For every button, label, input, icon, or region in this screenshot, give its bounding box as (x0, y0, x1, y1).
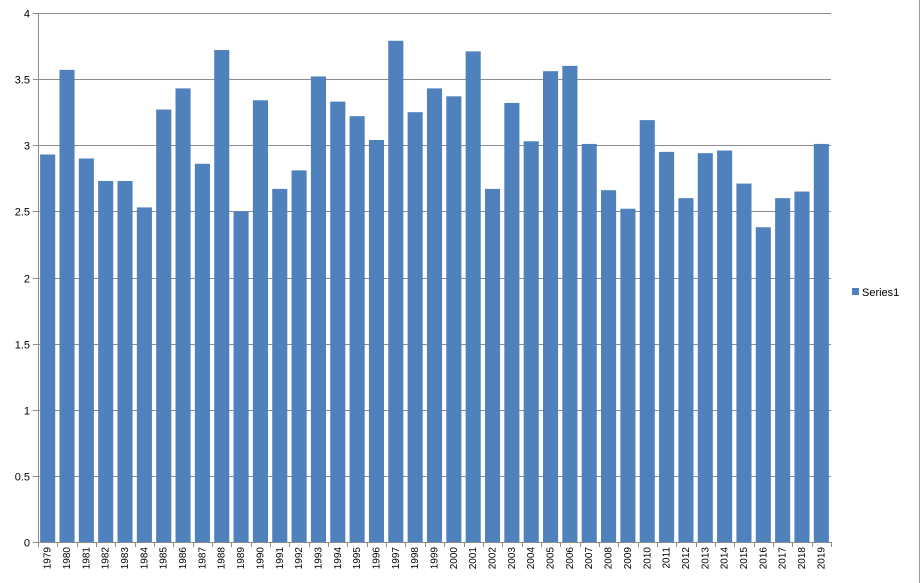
bar (794, 191, 810, 542)
bar (310, 76, 326, 542)
x-tick-label: 2010 (642, 547, 653, 570)
x-tick-label: 2016 (758, 547, 769, 570)
bar (117, 180, 133, 542)
y-tick-label: 2 (24, 274, 30, 286)
x-tick-label: 2011 (662, 547, 673, 569)
x-tick-label: 2000 (449, 547, 460, 570)
bar (330, 101, 346, 543)
x-tick-label: 1993 (313, 547, 324, 570)
x-tick-label: 2002 (488, 547, 499, 570)
x-tick-label: 1999 (430, 547, 441, 570)
x-tick-label: 2005 (546, 547, 557, 570)
bar (407, 112, 423, 542)
x-tick-label: 1985 (159, 547, 170, 570)
y-tick-label: 3.5 (15, 75, 30, 87)
x-tick-label: 1997 (391, 547, 402, 570)
bar (446, 96, 462, 542)
bar (252, 100, 268, 542)
bar (40, 154, 56, 542)
bar (291, 170, 307, 542)
bar (620, 208, 636, 543)
bar (601, 190, 617, 542)
x-tick-label: 2003 (507, 547, 518, 570)
bar (813, 143, 829, 543)
bar (755, 227, 771, 542)
x-tick-label: 1982 (101, 547, 112, 570)
bar (465, 51, 481, 542)
legend-label: Series1 (862, 287, 899, 299)
bar (175, 88, 191, 542)
y-tick-label: 1.5 (15, 340, 30, 352)
x-tick-label: 1983 (120, 547, 131, 570)
bar (78, 158, 94, 542)
x-tick-label: 2019 (816, 547, 827, 570)
bar (736, 183, 752, 543)
x-tick-label: 2014 (720, 547, 731, 570)
x-tick-label: 2018 (797, 547, 808, 570)
bar (233, 211, 249, 542)
x-tick-label: 1994 (333, 547, 344, 570)
bar (484, 188, 501, 542)
y-tick-label: 4 (24, 9, 30, 21)
bar (59, 69, 75, 543)
y-tick-label: 2.5 (15, 207, 30, 219)
x-tick-label: 2017 (778, 547, 789, 570)
bar (717, 150, 733, 543)
x-tick-label: 1992 (294, 547, 305, 570)
x-tick-label: 1991 (275, 547, 286, 570)
bar (98, 180, 114, 542)
bar (349, 116, 365, 542)
y-tick-label: 3 (24, 141, 30, 153)
x-tick-label: 1995 (352, 547, 363, 570)
bar (775, 198, 791, 542)
x-tick-label: 1998 (410, 547, 421, 570)
legend: Series1 (852, 287, 899, 299)
x-tick-label: 2007 (584, 547, 595, 570)
bar (156, 109, 172, 542)
x-tick-label: 1984 (139, 547, 150, 570)
x-tick-label: 1986 (178, 547, 189, 570)
bar (639, 120, 655, 542)
x-tick-label: 2013 (700, 547, 711, 570)
bar (388, 40, 404, 543)
y-axis: 0 0.5 1 1.5 2 2.5 3 3.5 4 (15, 9, 39, 550)
x-tick-label: 1996 (371, 547, 382, 570)
x-tick-label: 2009 (623, 547, 634, 570)
x-tick-label: 1981 (81, 547, 92, 570)
x-axis: 1979 1980 1981 1982 1983 1984 1985 1986 1987 1988… (38, 542, 832, 569)
bar (504, 102, 520, 543)
x-tick-label: 2006 (565, 547, 576, 570)
bar (581, 143, 597, 543)
y-tick-label: 0 (24, 538, 30, 550)
x-tick-label: 1987 (197, 547, 208, 570)
bar (543, 71, 559, 542)
bar (272, 188, 288, 542)
bar (523, 141, 539, 542)
x-tick-label: 1979 (43, 547, 54, 570)
y-tick-label: 0.5 (15, 472, 30, 484)
x-tick-label: 2012 (681, 547, 692, 570)
x-tick-label: 1990 (255, 547, 266, 570)
legend-swatch (852, 288, 859, 295)
x-tick-label: 2015 (739, 547, 750, 570)
x-tick-label: 2008 (604, 547, 615, 570)
bar (697, 153, 713, 542)
x-tick-label: 1988 (217, 547, 228, 570)
x-tick-label: 2001 (468, 547, 479, 570)
x-tick-label: 1980 (62, 547, 73, 570)
y-tick-label: 1 (24, 406, 30, 418)
bar (426, 88, 443, 542)
x-tick-label: 1989 (236, 547, 247, 570)
bar (368, 139, 385, 542)
bar (136, 207, 152, 542)
bar (678, 198, 694, 542)
bar (194, 163, 210, 542)
x-tick-label: 2004 (526, 547, 537, 570)
bar (562, 65, 578, 543)
bar (659, 151, 675, 543)
bar (214, 50, 230, 542)
bars (40, 40, 829, 543)
